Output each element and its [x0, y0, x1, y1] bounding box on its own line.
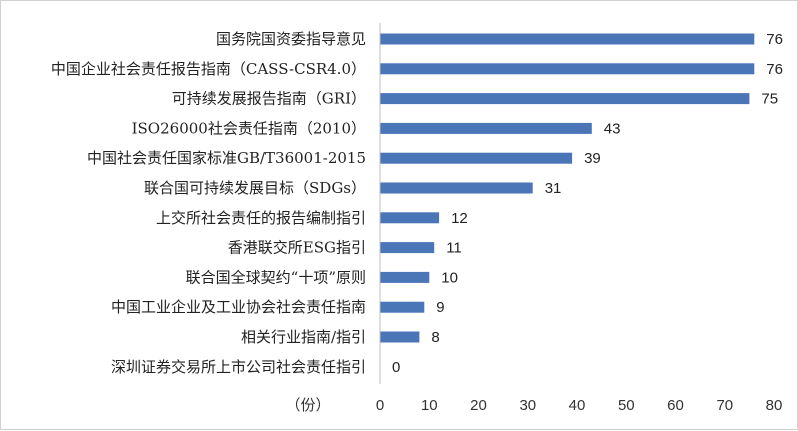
category-label-7: 香港联交所ESG指引	[228, 239, 366, 257]
value-label-7: 11	[446, 240, 462, 257]
value-label-3: 43	[604, 120, 621, 137]
bar-8	[380, 271, 430, 283]
category-label-8: 联合国全球契约“十项”原则	[186, 268, 366, 286]
x-tick-label-5: 50	[618, 397, 635, 414]
category-label-9: 中国工业企业及工业协会社会责任指南	[111, 298, 366, 316]
bars-layer	[380, 33, 755, 343]
bar-10	[380, 331, 420, 343]
bar-6	[380, 212, 440, 224]
value-label-8: 10	[441, 269, 458, 286]
value-label-5: 31	[545, 180, 562, 197]
category-label-10: 相关行业指南/指引	[241, 328, 366, 346]
x-tick-label-2: 20	[470, 397, 487, 414]
category-label-4: 中国社会责任国家标准GB/T36001-2015	[87, 149, 366, 167]
bar-4	[380, 152, 573, 164]
value-label-4: 39	[584, 150, 601, 167]
category-label-11: 深圳证券交易所上市公司社会责任指引	[111, 358, 366, 376]
bar-1	[380, 63, 755, 75]
x-tick-label-8: 80	[766, 397, 783, 414]
x-tick-label-1: 10	[421, 397, 438, 414]
bar-5	[380, 182, 533, 194]
bar-3	[380, 122, 592, 134]
value-label-1: 76	[766, 61, 783, 78]
bar-7	[380, 242, 435, 254]
category-label-6: 上交所社会责任的报告编制指引	[156, 209, 366, 227]
bar-2	[380, 93, 750, 105]
category-label-1: 中国企业社会责任报告指南（CASS-CSR4.0）	[51, 60, 366, 78]
value-label-0: 76	[766, 31, 783, 48]
bar-0	[380, 33, 755, 45]
value-label-2: 75	[761, 91, 778, 108]
category-label-0: 国务院国资委指导意见	[216, 30, 366, 48]
value-label-6: 12	[451, 210, 468, 227]
value-label-10: 8	[431, 329, 439, 346]
x-ticks-layer: 0 10 20 30 40 50 60 70 80	[376, 397, 783, 414]
category-label-3: ISO26000社会责任指南（2010）	[132, 119, 366, 137]
value-label-11: 0	[392, 359, 400, 376]
labels-layer: 国务院国资委指导意见 76 中国企业社会责任报告指南（CASS-CSR4.0） 76 可…	[51, 30, 783, 376]
x-tick-label-7: 70	[716, 397, 733, 414]
x-tick-label-4: 40	[569, 397, 586, 414]
category-label-5: 联合国可持续发展目标（SDGs）	[144, 179, 366, 197]
x-tick-label-0: 0	[376, 397, 384, 414]
x-tick-label-3: 30	[519, 397, 536, 414]
x-axis-unit-label: （份）	[285, 396, 330, 414]
value-label-9: 9	[436, 299, 444, 316]
category-label-2: 可持续发展报告指南（GRI）	[172, 90, 366, 108]
x-tick-label-6: 60	[667, 397, 684, 414]
bar-9	[380, 301, 425, 313]
